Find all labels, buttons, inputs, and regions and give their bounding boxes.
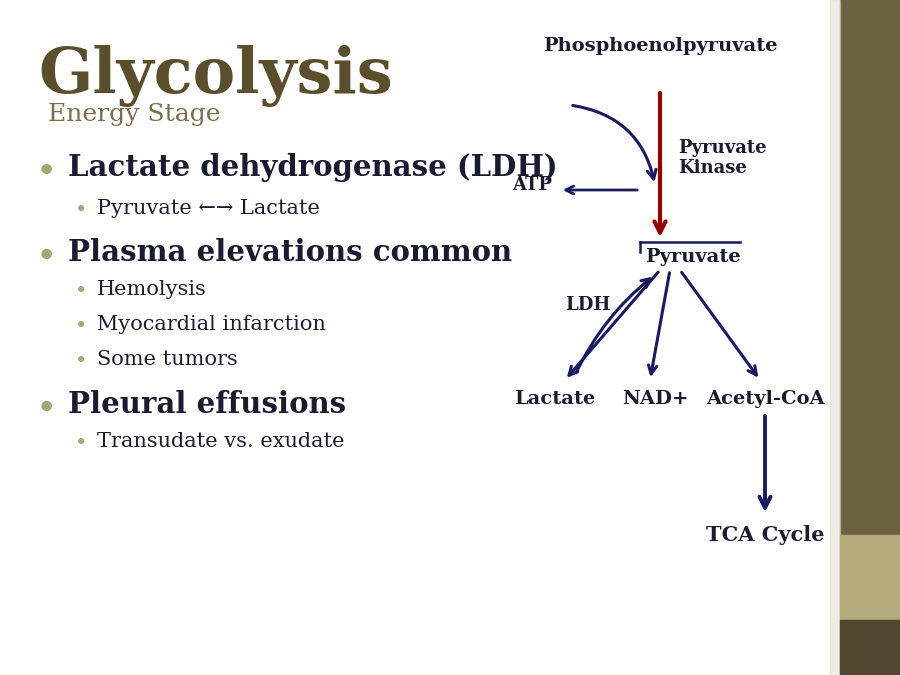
Bar	[840, 0, 900, 675]
Text: Plasma elevations common: Plasma elevations common	[68, 238, 512, 267]
Bar	[830, 0, 840, 675]
Text: Phosphoenolpyruvate: Phosphoenolpyruvate	[543, 37, 778, 55]
Text: ATP: ATP	[512, 176, 552, 194]
Text: Acetyl-CoA: Acetyl-CoA	[706, 390, 824, 408]
Text: Pyruvate: Pyruvate	[645, 248, 741, 266]
Text: Pyruvate
Kinase: Pyruvate Kinase	[678, 138, 767, 178]
Text: Hemolysis: Hemolysis	[97, 280, 207, 299]
Text: TCA Cycle: TCA Cycle	[706, 525, 824, 545]
Text: NAD+: NAD+	[622, 390, 688, 408]
Text: Pyruvate ←→ Lactate: Pyruvate ←→ Lactate	[97, 199, 320, 218]
Text: Lactate: Lactate	[515, 390, 596, 408]
Text: •: •	[75, 434, 87, 453]
Text: Transudate vs. exudate: Transudate vs. exudate	[97, 432, 345, 451]
Text: Some tumors: Some tumors	[97, 350, 238, 369]
Text: Myocardial infarction: Myocardial infarction	[97, 315, 326, 334]
Text: •: •	[75, 352, 87, 371]
Text: Lactate dehydrogenase (LDH): Lactate dehydrogenase (LDH)	[68, 153, 558, 182]
Text: LDH: LDH	[565, 296, 610, 314]
Text: Energy Stage: Energy Stage	[48, 103, 220, 126]
Text: Glycolysis: Glycolysis	[38, 45, 392, 107]
Text: •: •	[75, 282, 87, 301]
Text: •: •	[75, 317, 87, 336]
Text: •: •	[36, 240, 58, 274]
Bar	[840, 620, 900, 675]
Text: •: •	[36, 392, 58, 426]
Text: •: •	[36, 155, 58, 189]
Text: Pleural effusions: Pleural effusions	[68, 390, 346, 419]
Text: •: •	[75, 201, 87, 220]
Bar	[840, 535, 900, 620]
